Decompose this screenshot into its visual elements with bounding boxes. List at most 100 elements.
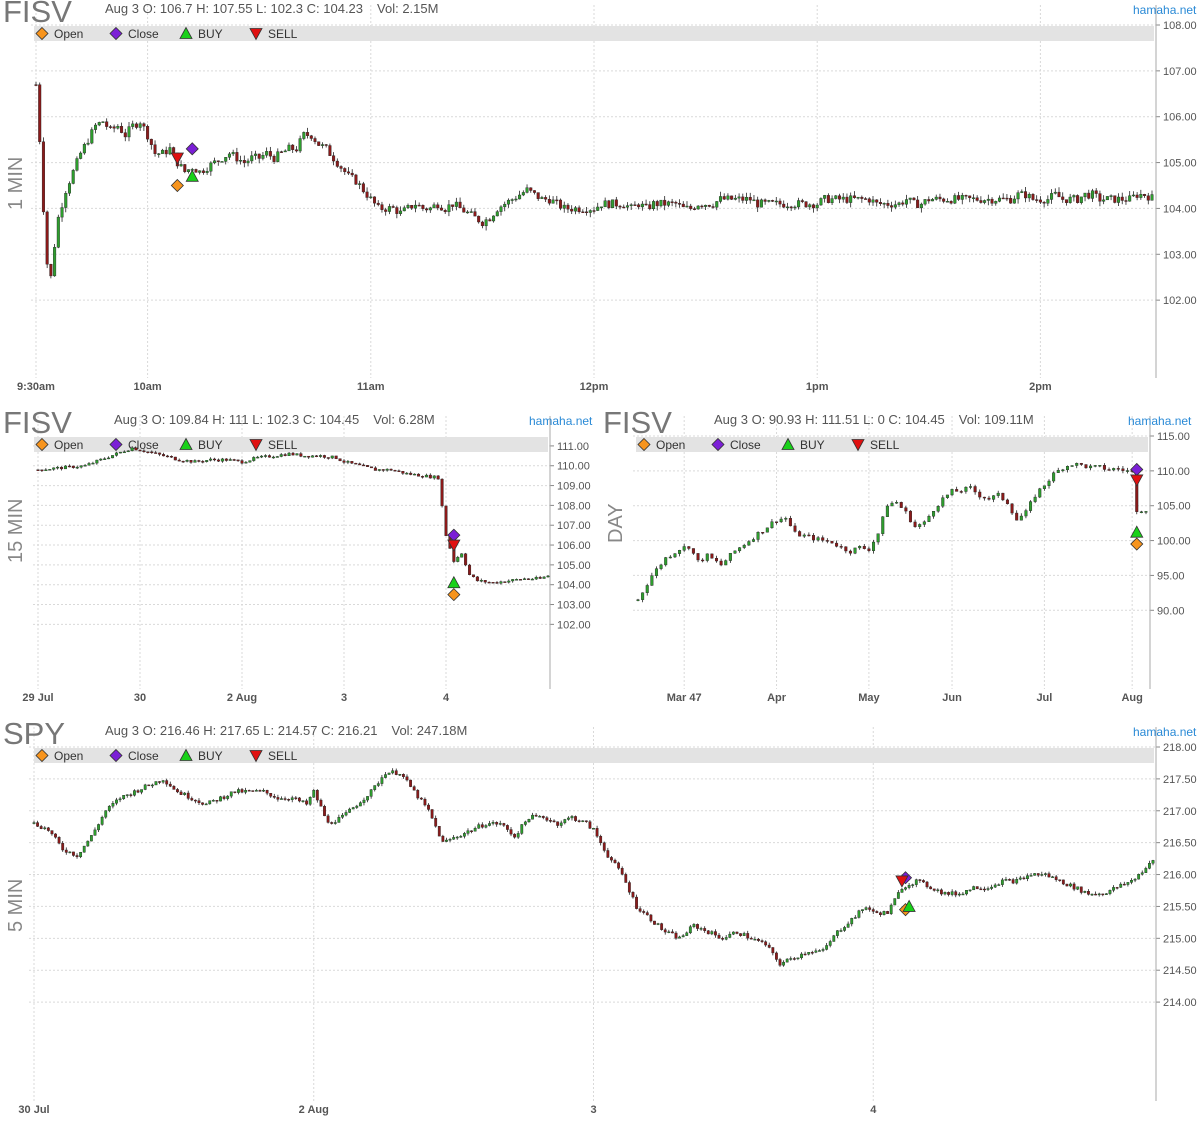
legend-label-buy: BUY [198, 27, 223, 41]
candle-body [674, 932, 678, 939]
signal-markers [447, 528, 461, 602]
candle-body [655, 201, 659, 207]
candle-body [1029, 875, 1033, 877]
candle-body [318, 455, 322, 457]
candle-body [160, 149, 164, 154]
candle-body [979, 200, 983, 203]
candle-body [622, 206, 626, 209]
candle-body [767, 200, 771, 202]
candle-body [333, 822, 337, 824]
candle-body [711, 206, 715, 208]
candle-body [224, 458, 228, 461]
candle-body [475, 576, 479, 582]
candle-body [595, 828, 599, 837]
y-tick-label: 216.50 [1163, 838, 1197, 850]
candle-body [38, 84, 42, 142]
chart-panel-15min: 111.00 110.00 109.00 108.00 107.00 106.00 105.… [0, 405, 600, 711]
y-tick-label: 106.00 [557, 540, 591, 552]
chart-1min-canvas[interactable]: 108.00 107.00 106.00 105.00 104.00 103.00 102.… [0, 0, 1200, 400]
legend-label-close: Close [128, 27, 159, 41]
symbol-label: SPY [3, 716, 66, 751]
candle-body [36, 469, 40, 471]
candle-body [506, 199, 510, 205]
candle-body [853, 917, 857, 919]
candle-body [1107, 469, 1111, 471]
candle-body [103, 458, 107, 460]
candle-body [793, 206, 797, 209]
y-tick-label: 103.00 [557, 600, 591, 612]
candle-body [186, 792, 190, 799]
candle-body [523, 821, 527, 825]
y-tick-label: 214.50 [1163, 965, 1197, 977]
signal-markers [170, 142, 199, 193]
candle-body [1150, 194, 1154, 201]
candle-body [173, 456, 177, 461]
candle-body [696, 205, 700, 210]
y-tick-label: 108.00 [1163, 20, 1197, 32]
candle-body [133, 790, 136, 796]
candle-body [987, 497, 991, 500]
candle-body [960, 195, 964, 200]
y-tick-label: 102.00 [1163, 295, 1197, 307]
candle-body [287, 799, 291, 801]
candle-body [715, 201, 719, 208]
candle-body [101, 121, 105, 123]
candle-body [563, 819, 567, 824]
candle-body [532, 190, 536, 193]
candle-body [116, 126, 120, 129]
legend-label-sell: SELL [268, 749, 298, 763]
candle-body [982, 496, 986, 499]
candle-body [75, 855, 79, 858]
candle-body [154, 781, 158, 786]
candle-body [447, 204, 451, 213]
candle-body [570, 816, 574, 819]
candle-body [52, 467, 56, 470]
candle-body [67, 465, 71, 468]
candle-body [529, 187, 533, 191]
candle-body [1018, 877, 1022, 880]
candle-body [943, 892, 947, 895]
x-tick-label: 2pm [1029, 381, 1052, 393]
candle-body [745, 196, 749, 201]
candle-body [179, 791, 183, 795]
candle-body [815, 204, 819, 209]
candle-body [420, 476, 424, 478]
candle-body [618, 205, 622, 208]
candle-body [417, 204, 421, 207]
candle-body [427, 804, 430, 810]
candle-body [848, 550, 852, 554]
candle-body [659, 199, 663, 207]
candle-body [190, 798, 194, 801]
candle-body [1139, 511, 1143, 513]
candle-body [1065, 883, 1069, 887]
volume-text: Vol: 109.11M [958, 412, 1034, 427]
chart-day-canvas[interactable]: 115.00 110.00 105.00 100.00 95.00 90.00 Mar 47… [600, 411, 1200, 711]
chart-15min-canvas[interactable]: 111.00 110.00 109.00 108.00 107.00 106.00 105.… [0, 411, 600, 711]
candle-body [264, 455, 268, 457]
candle-body [402, 207, 406, 212]
candle-body [610, 857, 613, 861]
brand-label[interactable]: hamaha.net [1128, 414, 1192, 428]
candle-body [871, 199, 875, 203]
candle-body [419, 797, 423, 800]
brand-label[interactable]: hamaha.net [529, 414, 593, 428]
candle-body [728, 553, 732, 561]
candle-body [462, 833, 466, 837]
candle-body [804, 201, 808, 208]
candle-body [1083, 192, 1087, 198]
candle-body [1033, 873, 1037, 876]
candle-body [399, 210, 403, 214]
candle-body [923, 199, 927, 205]
chart-5min-canvas[interactable]: 218.00 217.50 217.00 216.50 216.00 215.50 215.… [0, 722, 1200, 1133]
candle-body [142, 123, 146, 127]
candle-body [700, 205, 704, 208]
candle-body [143, 784, 147, 790]
brand-label[interactable]: hamaha.net [1133, 3, 1197, 17]
candle-body [428, 474, 432, 479]
candle-body [466, 830, 470, 834]
candle-body [975, 886, 979, 890]
brand-label[interactable]: hamaha.net [1133, 725, 1197, 739]
candle-body [272, 155, 276, 162]
symbol-label: FISV [3, 0, 72, 29]
candle-body [1102, 465, 1106, 470]
